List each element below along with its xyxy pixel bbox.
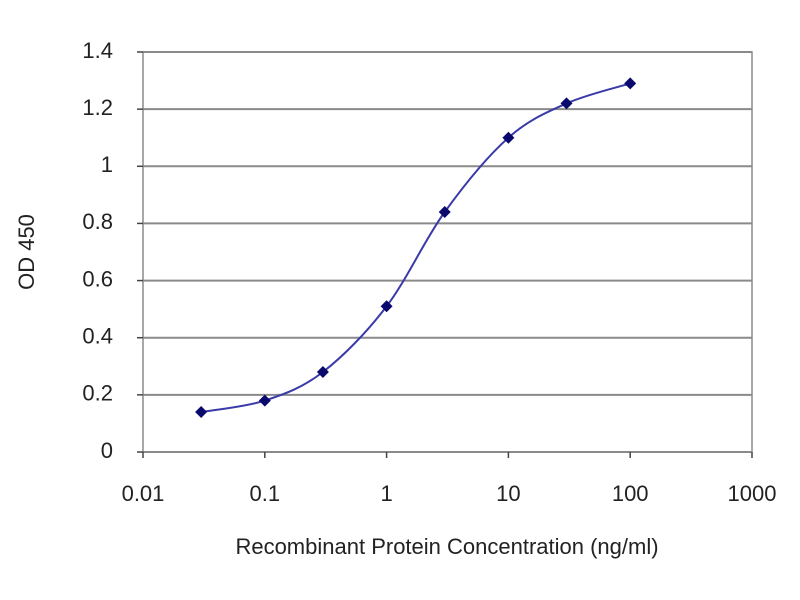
y-tick-label: 1.4 bbox=[82, 38, 113, 63]
y-tick-label: 0.8 bbox=[82, 209, 113, 234]
data-point bbox=[502, 131, 515, 144]
y-tick-label: 1.2 bbox=[82, 95, 113, 120]
y-tick-label: 0.6 bbox=[82, 266, 113, 291]
x-tick-label: 0.1 bbox=[250, 481, 281, 506]
data-line bbox=[200, 82, 631, 413]
x-tick-label: 1000 bbox=[728, 481, 777, 506]
x-tick-label: 0.01 bbox=[122, 481, 165, 506]
data-point bbox=[258, 394, 271, 407]
data-point bbox=[624, 77, 637, 90]
data-point bbox=[560, 97, 573, 110]
x-axis-title: Recombinant Protein Concentration (ng/ml… bbox=[235, 534, 658, 559]
y-tick-label: 0.2 bbox=[82, 381, 113, 406]
plot-area bbox=[142, 51, 753, 453]
y-tick-label: 1 bbox=[101, 152, 113, 177]
x-tick-label: 100 bbox=[612, 481, 649, 506]
y-tick-label: 0.4 bbox=[82, 324, 113, 349]
x-tick-label: 1 bbox=[380, 481, 392, 506]
data-point bbox=[438, 206, 451, 218]
data-point bbox=[316, 366, 329, 378]
data-point bbox=[380, 300, 393, 313]
data-point bbox=[195, 406, 208, 418]
x-tick-label: 10 bbox=[496, 481, 520, 506]
y-tick-label: 0 bbox=[101, 438, 113, 463]
y-axis-title: OD 450 bbox=[14, 214, 39, 290]
